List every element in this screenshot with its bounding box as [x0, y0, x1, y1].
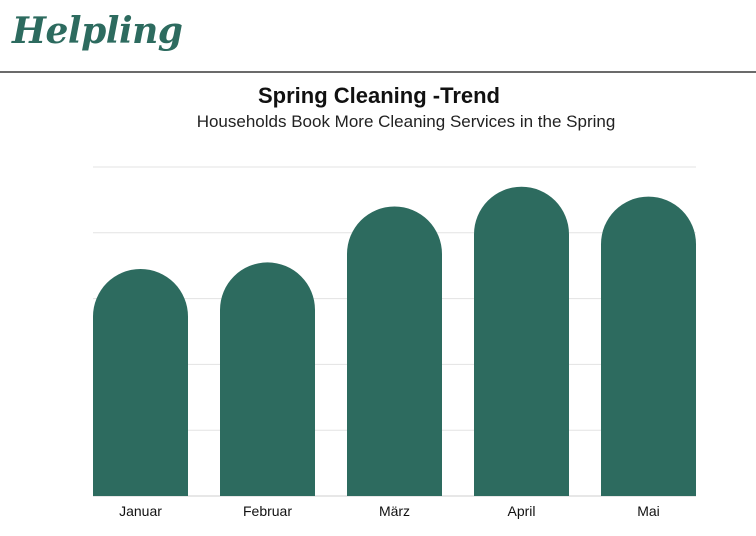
bar-mai: [601, 196, 696, 496]
bar-april: [474, 186, 569, 496]
header-divider: [0, 71, 756, 73]
bar-januar: [93, 268, 188, 496]
x-axis-labels: Januar Februar März April Mai: [119, 503, 660, 519]
bar-märz: [347, 206, 442, 496]
x-tick-label: Mai: [637, 503, 660, 519]
x-tick-label: Januar: [119, 503, 162, 519]
chart-subtitle: Households Book More Cleaning Services i…: [196, 112, 616, 131]
bar-februar: [220, 262, 315, 496]
x-tick-label: Februar: [243, 503, 292, 519]
chart-bars: [93, 186, 696, 496]
x-tick-label: April: [507, 503, 535, 519]
x-tick-label: März: [379, 503, 410, 519]
chart-title: Spring Cleaning -Trend: [257, 83, 500, 108]
helpling-logo[interactable]: Helpling: [12, 10, 183, 52]
